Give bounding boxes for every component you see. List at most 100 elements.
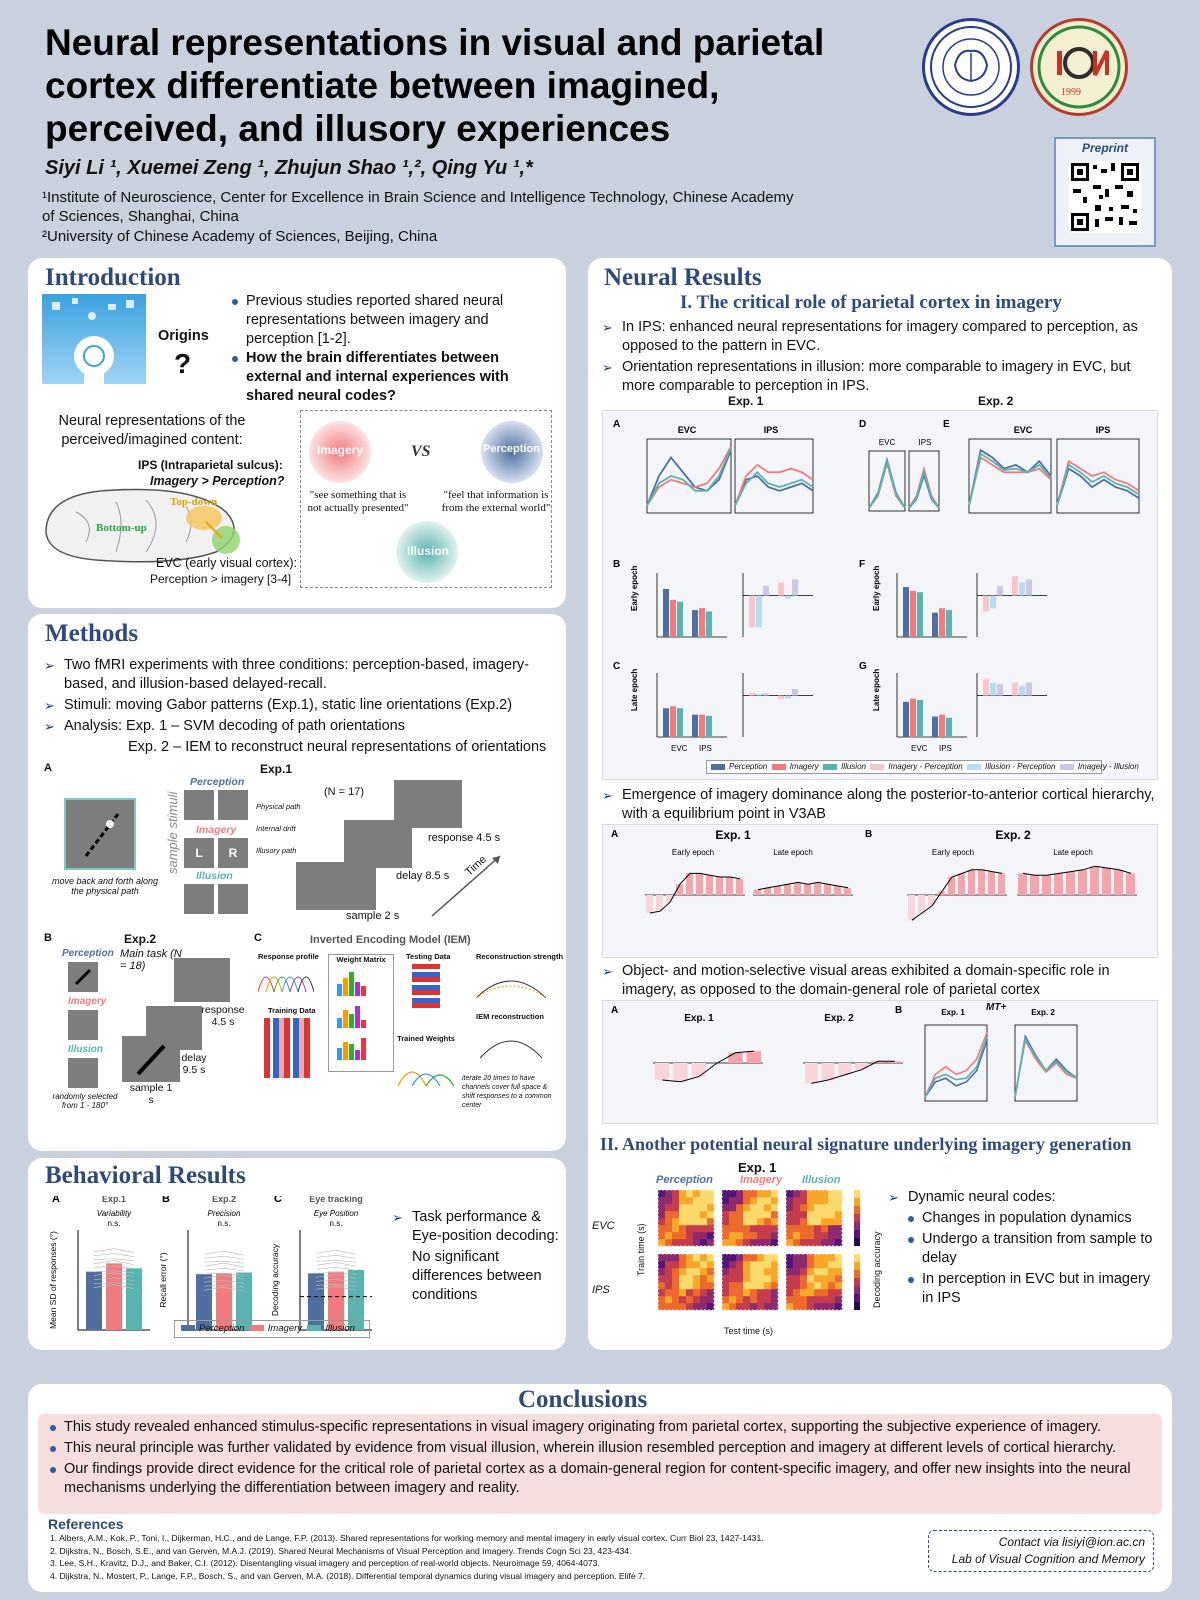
introduction-panel: Introduction Origins ? Previous studies … (28, 258, 566, 608)
heatmap-cell (793, 1303, 801, 1311)
panel-letter: G (859, 661, 867, 672)
behavioral-summary: Task performance & Eye-position decoding… (392, 1208, 560, 1305)
heatmap-cell (800, 1303, 808, 1311)
heatmap-cell (700, 1204, 708, 1212)
heatmap-cell (750, 1239, 758, 1247)
beh-subject-line (93, 1277, 135, 1282)
e-ips: IPS (1096, 425, 1111, 435)
heatmap-cell (814, 1190, 822, 1198)
heatmap-cell (764, 1268, 772, 1276)
heatmap-cell (821, 1268, 829, 1276)
beh-bar (196, 1274, 212, 1330)
heatmap-cell (672, 1232, 680, 1240)
iem-title: Inverted Encoding Model (IEM) (310, 934, 471, 946)
f2-trend (757, 881, 849, 891)
testing-data-matrix (412, 964, 440, 1008)
heatmap-cell (707, 1289, 715, 1297)
f3-exp2b: Exp. 2 (1031, 1008, 1055, 1017)
f2-bar (908, 895, 915, 921)
n18-label: Main task (N = 18) (120, 948, 182, 972)
heatmap-cell (722, 1225, 730, 1233)
heatmap-cell (693, 1225, 701, 1233)
bar (663, 589, 669, 637)
f2-b: B (865, 829, 872, 840)
heatmap-cell (686, 1190, 694, 1198)
heatmap-cell (672, 1268, 680, 1276)
f2-bar (968, 869, 975, 895)
qr-code-icon[interactable] (1069, 161, 1141, 233)
ips-label: IPS (Intraparietal sulcus): (138, 458, 283, 472)
contact-email-link[interactable]: Contact via lisiyi@ion.ac.cn (998, 1535, 1145, 1549)
legend-imagery: Imagery (267, 1323, 303, 1334)
iem-recon-plot (480, 1040, 542, 1059)
heatmap-cell (743, 1239, 751, 1247)
heatmap-cell (679, 1197, 687, 1205)
lab-name: Lab of Visual Cognition and Memory (951, 1552, 1145, 1566)
heatmap-cell (686, 1303, 694, 1311)
heatmap-cell (743, 1197, 751, 1205)
bar (983, 595, 989, 612)
b-delay-label: delay 9.5 s (181, 1052, 207, 1076)
heatmap-cell (693, 1254, 701, 1262)
colorbar-cell (854, 1302, 860, 1310)
heatmap-cell (729, 1275, 737, 1283)
heatmap-cell (814, 1282, 822, 1290)
reference-1: 1. Albers, A.M., Kok, P., Toni, I., Dijk… (50, 1533, 764, 1543)
heatmap-cell (658, 1190, 666, 1198)
bar (917, 592, 923, 637)
f2-trend (649, 872, 741, 914)
heatmap-cell (658, 1303, 666, 1311)
f2-bar (784, 884, 791, 895)
heatmap-cell (814, 1211, 822, 1219)
beh-subject-line (315, 1273, 357, 1279)
sample-time-label: sample 2 s (346, 910, 400, 922)
heatmap-cell (764, 1225, 772, 1233)
heatmap-cell (757, 1296, 765, 1304)
bar (910, 590, 916, 637)
neural-rep-label: Neural representations of the perceived/… (58, 413, 246, 448)
heatmap-cell (665, 1275, 673, 1283)
bar (1019, 582, 1025, 596)
heatmap-cell (736, 1211, 744, 1219)
heatmap-cell (750, 1296, 758, 1304)
heatmap-cell (693, 1232, 701, 1240)
imagery-circle (309, 421, 371, 483)
heatmap-cell (750, 1218, 758, 1226)
heatmap-cluster-outline (721, 1189, 779, 1247)
heatmap-cell (665, 1239, 673, 1247)
f3-bar (655, 1063, 670, 1080)
iem-recon-label: IEM reconstruction (476, 1012, 544, 1021)
heatmap-cell (665, 1211, 673, 1219)
heatmap-cell (679, 1225, 687, 1233)
res-exp1-label: Exp. 1 (728, 394, 764, 408)
f2-bar (686, 873, 693, 895)
legend-illusion-swatch (307, 1325, 322, 1332)
evc-value: Perception > imagery [3-4] (150, 572, 292, 586)
heatmap-cell (736, 1303, 744, 1311)
heatmap-cell (807, 1303, 815, 1311)
heatmap-cell (835, 1289, 843, 1297)
heatmap-cluster-outline (721, 1253, 779, 1311)
b-sample-screen (122, 1036, 180, 1082)
heatmap-cell (800, 1190, 808, 1198)
perception-stim-1 (184, 790, 214, 820)
heatmap-cell (658, 1282, 666, 1290)
neural-bullet-4: Object- and motion-selective visual area… (602, 962, 1158, 1000)
timecourse-line (908, 468, 940, 509)
heatmap-cell (821, 1303, 829, 1311)
f3-a: A (611, 1005, 618, 1016)
f2-late-2: Late epoch (1053, 848, 1093, 857)
heatmap-cell (707, 1218, 715, 1226)
panel-letter: C (613, 661, 620, 672)
heatmap-cell (771, 1197, 779, 1205)
curve-frame (646, 438, 732, 514)
behavioral-summary-1: Task performance & Eye-position decoding… (392, 1208, 560, 1246)
heatmap-cell (800, 1197, 808, 1205)
bar (677, 708, 683, 737)
random-note: randomly selected from 1 - 180° (52, 1092, 118, 1110)
preprint-box: Preprint (1054, 137, 1156, 247)
beh-bar (328, 1271, 344, 1330)
imagery-stim-r: R (218, 838, 248, 868)
heatmap-cell (800, 1211, 808, 1219)
heatmap-cell (693, 1204, 701, 1212)
